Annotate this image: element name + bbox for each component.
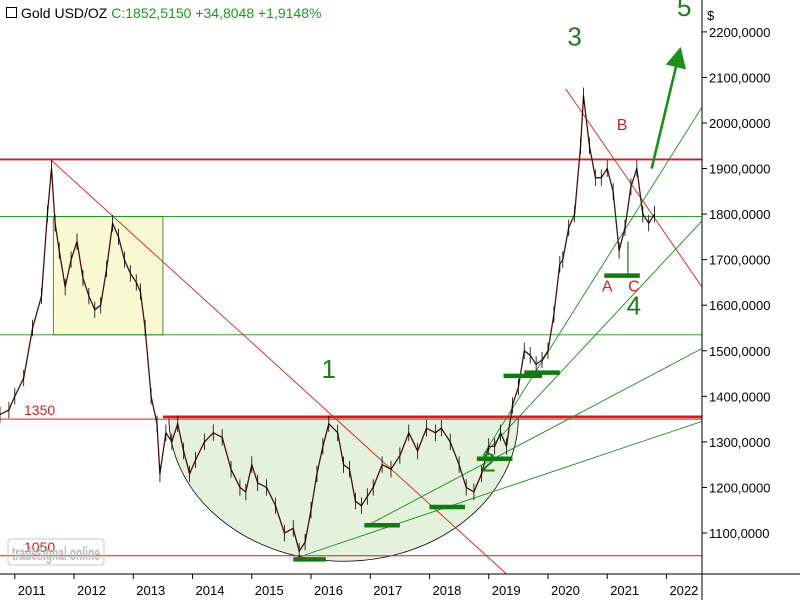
y-tick-label: 1600,0000: [709, 298, 770, 313]
annotation-A: A: [602, 279, 613, 296]
price-series-line: [0, 95, 656, 552]
annotation-2: 2: [481, 448, 495, 478]
level-label-1350: 1350: [24, 402, 55, 418]
x-tick-label: 2019: [492, 583, 521, 598]
y-tick-label: 1100,0000: [709, 526, 770, 541]
consolidation-range-box: [52, 215, 164, 336]
x-tick-label: 2011: [18, 583, 46, 598]
annotation-1: 1: [322, 354, 336, 384]
y-tick-label: 2200,0000: [709, 25, 770, 40]
trendline-group: [50, 88, 702, 574]
rounding-bottom-bowl: [168, 416, 519, 562]
x-tick-label: 2016: [314, 583, 343, 598]
x-tick-label: 2014: [196, 583, 225, 598]
annotation-5: 5: [677, 0, 691, 22]
watermark-frame: [7, 538, 105, 566]
watermark-text: tradesignal online: [12, 544, 100, 565]
annotation-3: 3: [567, 22, 581, 52]
y-tick-label: 2000,0000: [709, 116, 770, 131]
y-tick-label: 1500,0000: [709, 344, 770, 359]
x-tick-label: 2012: [77, 583, 106, 598]
y-tick-label: 1900,0000: [709, 162, 770, 177]
y-tick-label: 1800,0000: [709, 207, 770, 222]
symbol-name: Gold USD/OZ: [21, 5, 108, 21]
x-tick-label: 2020: [551, 583, 580, 598]
y-tick-label: 1300,0000: [709, 435, 770, 450]
level-label-1050: 1050: [24, 539, 55, 555]
trendline-2: [304, 420, 702, 556]
watermark-logo: tradesignal online: [7, 538, 105, 566]
projection-arrow: [650, 46, 687, 169]
annotation-B: B: [617, 117, 628, 134]
y-tick-label: 2100,0000: [709, 70, 770, 85]
x-tick-label: 2015: [255, 583, 284, 598]
symbol-square-icon[interactable]: [6, 7, 17, 18]
annotation-4: 4: [627, 290, 641, 320]
trendline-4: [482, 220, 702, 456]
x-tick-label: 2022: [669, 583, 698, 598]
x-tick-label: 2021: [610, 583, 639, 598]
y-tick-label: 1700,0000: [709, 253, 770, 268]
x-tick-label: 2018: [432, 583, 461, 598]
x-tick-label: 2017: [373, 583, 402, 598]
annotation-C: C: [628, 279, 640, 296]
price-quote: C:1852,5150 +34,8048 +1,9148%: [111, 5, 322, 21]
chart-header: Gold USD/OZ C:1852,5150 +34,8048 +1,9148…: [6, 5, 321, 21]
y-axis-currency: $: [707, 8, 715, 23]
trendline-5: [482, 106, 702, 456]
trendline-1: [565, 88, 702, 288]
y-tick-label: 1200,0000: [709, 480, 770, 495]
x-tick-label: 2013: [136, 583, 165, 598]
y-tick-label: 1400,0000: [709, 389, 770, 404]
trendline-3: [370, 348, 702, 525]
